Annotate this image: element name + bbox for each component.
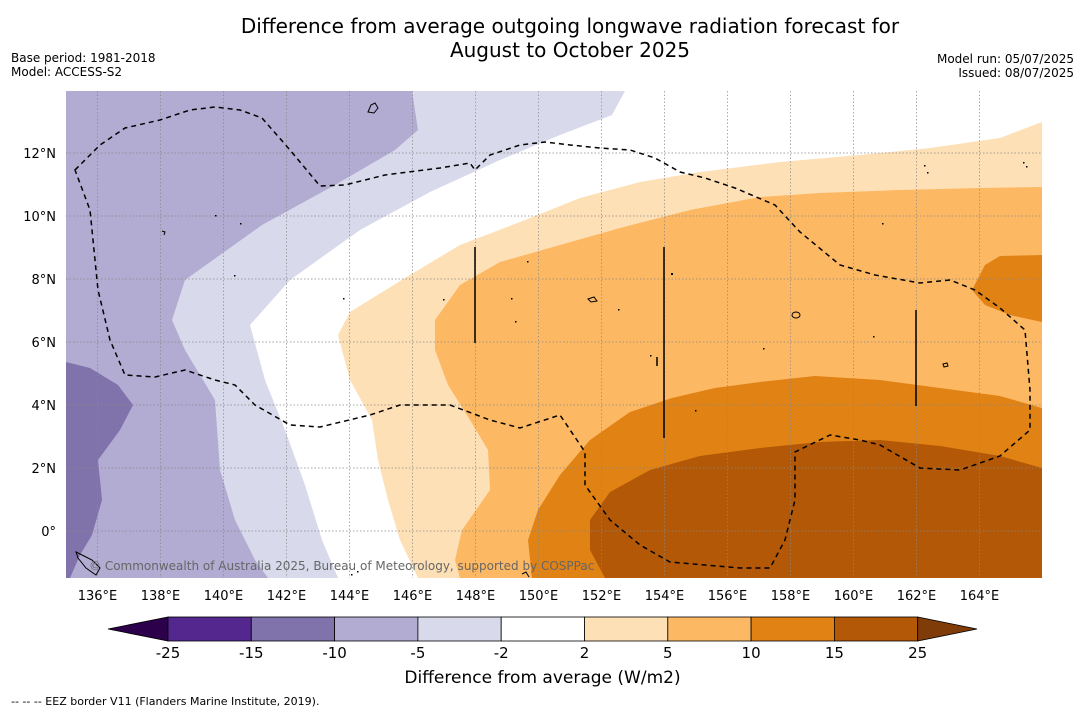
lat-label: 2°N — [32, 462, 57, 477]
colorbar-tick-label: -15 — [239, 644, 264, 662]
colorbar-extend-low — [107, 616, 169, 642]
title-line-2: August to October 2025 — [449, 38, 691, 62]
graticule — [66, 91, 1042, 578]
lat-label: 4°N — [32, 399, 57, 414]
lon-label: 142°E — [267, 589, 307, 604]
colorbar-segment — [417, 616, 502, 642]
anomaly-field — [66, 91, 1042, 578]
model-info: Base period: 1981-2018 Model: ACCESS-S2 — [11, 51, 156, 79]
colorbar-tick-label: -25 — [156, 644, 181, 662]
colorbar-tick-label: 5 — [663, 644, 673, 662]
copyright-notice: © Commonwealth of Australia 2025, Bureau… — [89, 559, 594, 573]
band-minus15-minus10 — [66, 362, 133, 578]
colorbar-tick-label: 2 — [580, 644, 590, 662]
coastlines — [75, 102, 949, 578]
island-north — [367, 102, 379, 114]
colorbar-segment — [834, 616, 919, 642]
lon-label: 140°E — [204, 589, 244, 604]
colorbar-tick-label: -5 — [410, 644, 425, 662]
lon-label: 158°E — [771, 589, 811, 604]
lat-label: 0° — [41, 525, 56, 540]
model-run-label: Model run: 05/07/2025 — [936, 52, 1074, 66]
lon-label: 162°E — [897, 589, 937, 604]
eez-border — [74, 106, 1031, 569]
vertical-markers — [474, 247, 917, 438]
run-info: Model run: 05/07/2025 Issued: 08/07/2025 — [937, 52, 1074, 80]
colorbar-tick-label: 25 — [908, 644, 927, 662]
island-945-365 — [942, 362, 949, 368]
colorbar-segment — [250, 616, 336, 642]
island-796-315 — [791, 311, 801, 319]
colorbar-tick-label: -10 — [322, 644, 347, 662]
colorbar-segment — [667, 616, 752, 642]
latitude-labels: 12°N 10°N 8°N 6°N 4°N 2°N 0° — [23, 147, 56, 540]
map-title: Difference from average outgoing longwav… — [0, 14, 1085, 62]
lon-label: 164°E — [960, 589, 1000, 604]
lon-label: 148°E — [456, 589, 496, 604]
eez-footnote: -- -- -- EEZ border V11 (Flanders Marine… — [11, 695, 320, 708]
lat-label: 12°N — [23, 147, 56, 162]
lon-label: 160°E — [834, 589, 874, 604]
lat-label: 6°N — [32, 336, 57, 351]
colorbar-tick-label: -2 — [494, 644, 509, 662]
island-525-575 — [521, 571, 530, 578]
lon-label: 136°E — [78, 589, 118, 604]
base-period-label: Base period: 1981-2018 — [11, 51, 156, 65]
colorbar-segment — [750, 616, 835, 642]
colorbar-segment — [500, 616, 585, 642]
band-plus15-plus25 — [590, 440, 1042, 578]
lon-label: 156°E — [708, 589, 748, 604]
title-line-1: Difference from average outgoing longwav… — [240, 14, 900, 38]
lat-label: 8°N — [32, 273, 57, 288]
island-162-233 — [161, 230, 166, 236]
colorbar-title: Difference from average (W/m2) — [404, 668, 681, 688]
band-plus10-plus15-east — [972, 255, 1042, 322]
model-label: Model: ACCESS-S2 — [11, 65, 123, 79]
colorbar-extend-high — [917, 616, 978, 642]
island-590-300 — [587, 296, 598, 303]
longitude-labels: 136°E 138°E 140°E 142°E 144°E 146°E 148°E 150°E… — [78, 589, 1000, 604]
colorbar-segment — [584, 616, 669, 642]
issued-label: Issued: 08/07/2025 — [958, 66, 1074, 80]
island-south-west — [75, 551, 101, 576]
lon-label: 150°E — [519, 589, 559, 604]
lon-label: 152°E — [582, 589, 622, 604]
colorbar-segment — [167, 616, 252, 642]
lat-label: 10°N — [23, 210, 56, 225]
colorbar-tick-label: 10 — [742, 644, 761, 662]
lon-label: 138°E — [141, 589, 181, 604]
dots — [215, 162, 1028, 576]
colorbar-segment — [334, 616, 419, 642]
lon-label: 144°E — [330, 589, 370, 604]
lon-label: 146°E — [393, 589, 433, 604]
colorbar: -25 -15 -10 -5 -2 2 5 10 15 25 — [107, 616, 978, 662]
colorbar-tick-label: 15 — [825, 644, 844, 662]
lon-label: 154°E — [645, 589, 685, 604]
